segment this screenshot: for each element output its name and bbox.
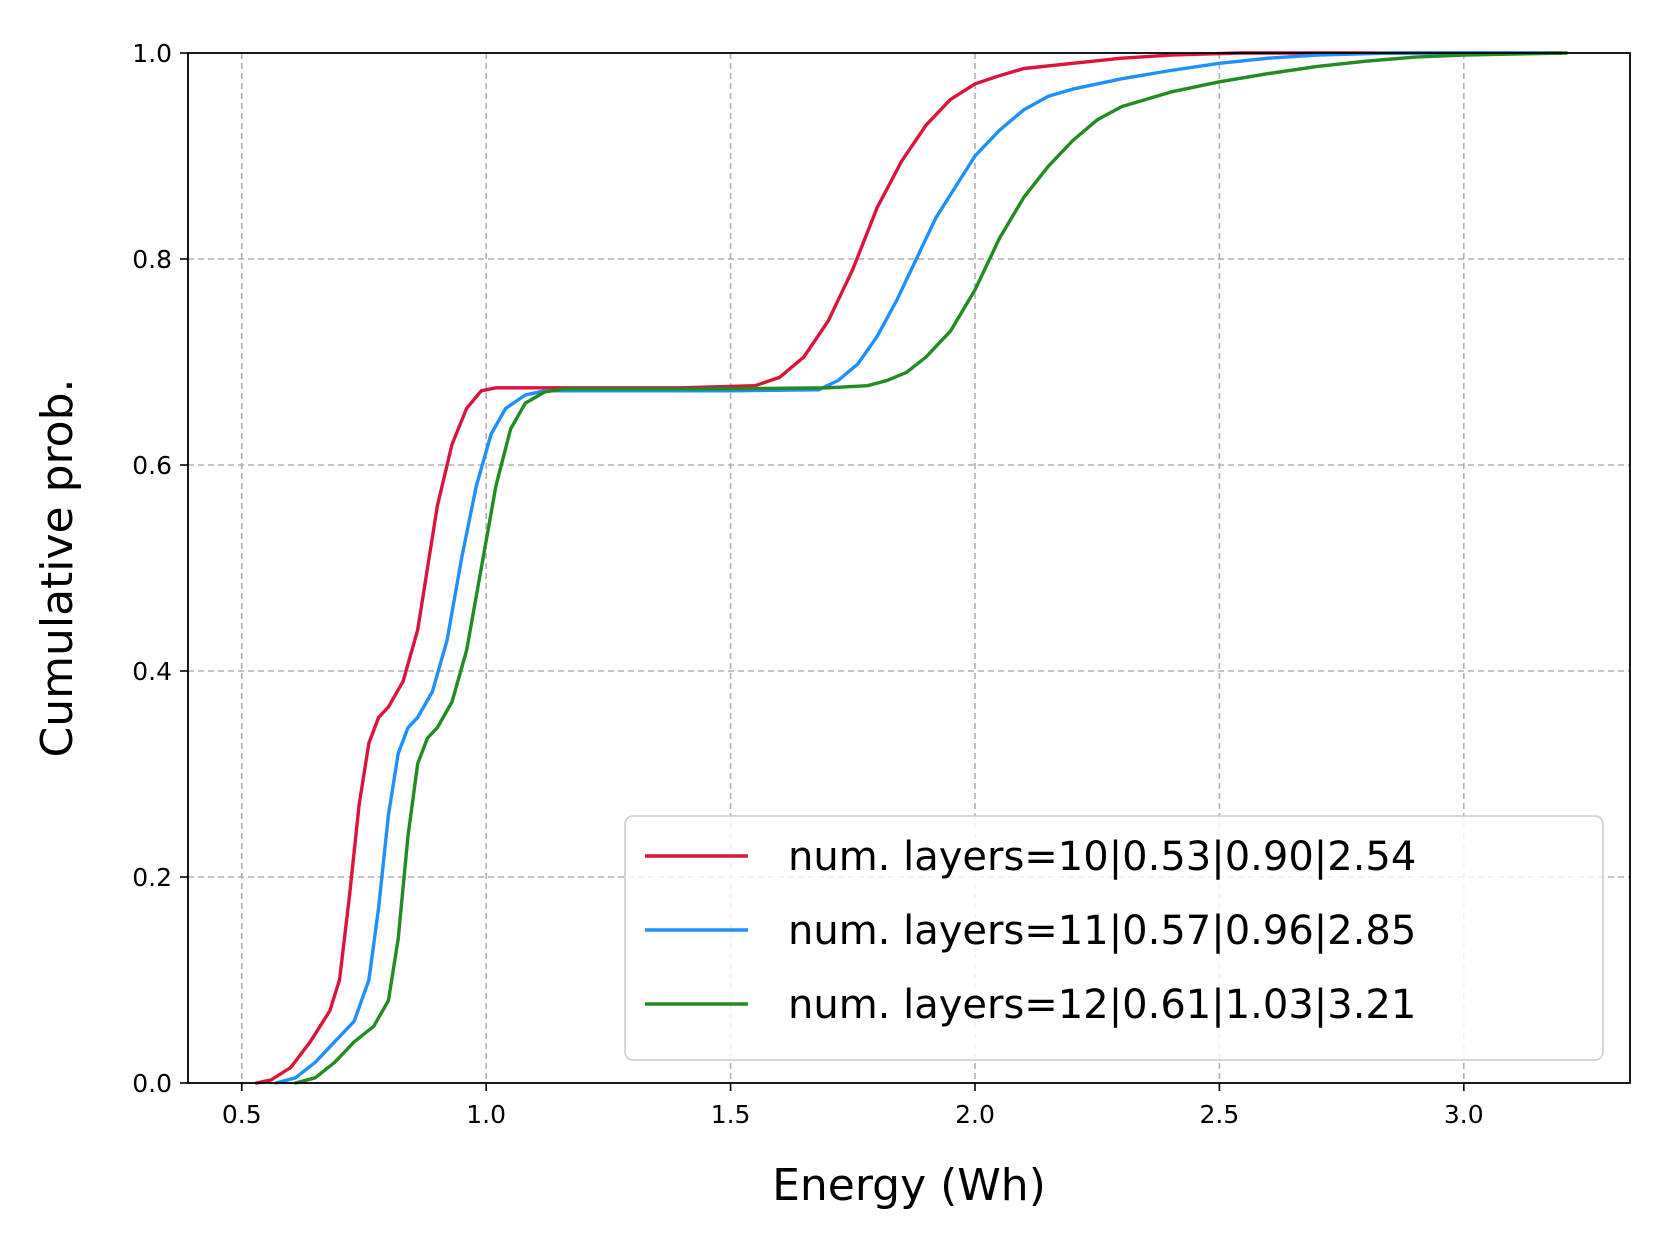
axis-ticks: 0.5 1.0 1.5 2.0 2.5 3.0 0.0 0.2 0.4 0.6 0.8 1.0 — [132, 39, 1483, 1129]
y-tick-label: 0.2 — [132, 863, 172, 892]
x-axis-title: Energy (Wh) — [772, 1160, 1046, 1211]
y-axis-title: Cumulative prob. — [32, 378, 83, 757]
x-tick-label: 3.0 — [1444, 1100, 1484, 1129]
legend-box — [624, 815, 1604, 1061]
y-tick-label: 0.6 — [132, 451, 172, 480]
y-tick-label: 0.4 — [132, 657, 172, 686]
legend-label-3: num. layers=12|0.61|1.03|3.21 — [788, 982, 1416, 1028]
legend-label-2: num. layers=11|0.57|0.96|2.85 — [788, 908, 1416, 954]
legend: num. layers=10|0.53|0.90|2.54 num. layers… — [624, 815, 1604, 1061]
x-tick-label: 1.5 — [711, 1100, 751, 1129]
y-tick-label: 1.0 — [132, 39, 172, 68]
series-line-2 — [274, 51, 1564, 1085]
x-tick-label: 2.5 — [1200, 1100, 1240, 1129]
series-lines — [254, 51, 1569, 1085]
y-tick-label: 0.8 — [132, 245, 172, 274]
x-tick-label: 1.0 — [466, 1100, 506, 1129]
series-line-3 — [293, 51, 1569, 1085]
grid-lines — [188, 53, 1630, 1083]
x-tick-label: 0.5 — [222, 1100, 262, 1129]
legend-label-1: num. layers=10|0.53|0.90|2.54 — [788, 834, 1416, 880]
y-tick-label: 0.0 — [132, 1069, 172, 1098]
x-tick-label: 2.0 — [955, 1100, 995, 1129]
plot-frame — [187, 52, 1631, 1084]
